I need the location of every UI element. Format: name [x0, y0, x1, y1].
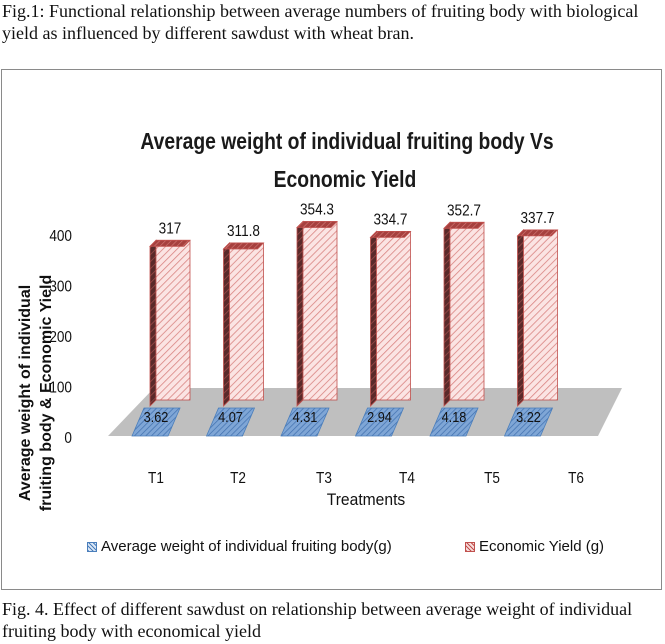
economic-yield-bar-side	[370, 230, 377, 407]
legend-label-economic-yield: Economic Yield (g)	[479, 538, 605, 555]
y-tick-label: 300	[49, 279, 72, 296]
economic-yield-bar-top	[443, 221, 485, 229]
legend-swatch-blue	[87, 541, 97, 552]
x-tick-label: T5	[484, 470, 500, 487]
avg-weight-bar	[280, 407, 330, 437]
economic-yield-data-label: 317	[159, 220, 182, 237]
economic-yield-bar	[302, 221, 338, 401]
figure-1-caption: Fig.1: Functional relationship between a…	[2, 1, 639, 43]
y-tick-label: 200	[49, 329, 72, 346]
economic-yield-data-label: 311.8	[227, 223, 260, 240]
avg-weight-data-label: 3.62	[144, 408, 169, 425]
avg-weight-data-label: 4.07	[218, 408, 243, 425]
avg-weight-bar	[205, 407, 256, 437]
economic-yield-data-label: 334.7	[374, 211, 408, 228]
economic-yield-bar-top	[296, 221, 338, 228]
economic-yield-bar	[229, 242, 264, 401]
y-tick-label: 100	[49, 380, 72, 397]
economic-yield-bar	[155, 239, 191, 401]
x-tick-label: T4	[399, 470, 415, 487]
x-tick-labels: T1 T2 T3 T4 T5 T6	[148, 470, 584, 487]
x-tick-label: T1	[148, 470, 164, 487]
economic-yield-bar-side	[517, 228, 524, 407]
economic-yield-data-label: 337.7	[521, 210, 555, 227]
legend-swatch-red	[465, 541, 475, 552]
y-tick-label: 0	[64, 430, 72, 447]
avg-weight-data-label: 2.94	[367, 408, 392, 425]
economic-yield-bar-top	[369, 230, 412, 238]
avg-weight-bar	[429, 407, 479, 437]
legend-label-avg-weight: Average weight of individual fruiting bo…	[101, 538, 392, 555]
avg-weight-bar	[354, 407, 405, 437]
x-axis-title: Treatments	[327, 490, 405, 509]
x-tick-label: T3	[316, 470, 332, 487]
avg-weight-bar	[503, 407, 554, 437]
x-tick-label: T2	[230, 470, 246, 487]
chart-frame: Average weight of individual fruiting bo…	[1, 69, 662, 590]
economic-yield-bar-side	[296, 220, 304, 407]
x-tick-label: T6	[568, 470, 584, 487]
avg-weight-data-label: 3.22	[516, 408, 541, 425]
legend-item-economic-yield: Economic Yield (g)	[465, 538, 604, 555]
economic-yield-data-label: 352.7	[447, 202, 481, 219]
economic-yield-bar	[449, 221, 485, 401]
figure-4-caption: Fig. 4. Effect of different sawdust on r…	[2, 599, 633, 641]
economic-yield-bar-top	[516, 229, 559, 237]
y-axis-title-line-2: fruiting body & Economic Yield	[38, 275, 55, 511]
chart-title-line-1: Average weight of individual fruiting bo…	[140, 130, 553, 155]
chart-title-line-2: Economic Yield	[274, 168, 417, 193]
avg-weight-bar	[131, 407, 181, 437]
economic-yield-bar	[523, 229, 558, 401]
y-tick-labels: 0 100 200 300 400	[49, 228, 72, 447]
y-tick-label: 400	[49, 228, 72, 245]
avg-weight-data-label: 4.31	[293, 408, 318, 425]
economic-yield-data-label: 354.3	[300, 202, 334, 219]
chart-svg: Average weight of individual fruiting bo…	[17, 130, 622, 511]
economic-yield-bar-side	[443, 221, 451, 407]
chart-legend: Average weight of individual fruiting bo…	[80, 538, 660, 560]
legend-item-avg-weight: Average weight of individual fruiting bo…	[87, 538, 392, 555]
economic-yield-bar-top	[149, 239, 191, 247]
economic-yield-bar-top	[222, 242, 265, 250]
avg-weight-data-label: 4.18	[442, 408, 467, 425]
bars-group: 317 3.62 311.8 4.07 354.3 4.31 334.7 2.94 352.7 4…	[131, 202, 559, 437]
y-axis-title: Average weight of individual fruiting bo…	[17, 275, 55, 511]
economic-yield-bar-side	[223, 241, 230, 407]
economic-yield-bar	[376, 230, 411, 401]
economic-yield-bar-side	[149, 239, 157, 407]
y-axis-title-line-1: Average weight of individual	[17, 285, 34, 501]
